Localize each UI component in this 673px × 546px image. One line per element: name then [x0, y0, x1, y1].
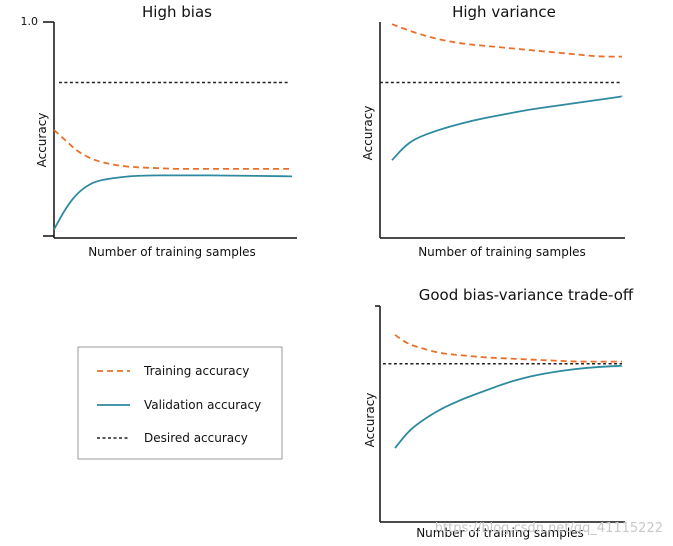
validation-accuracy-line [391, 95, 623, 161]
panel-high-bias: High bias 1.0 Number of training samples… [21, 3, 297, 259]
panel-high-variance: High variance Number of training samples… [361, 3, 625, 259]
chart-title: High variance [452, 3, 556, 21]
chart-title: Good bias-variance trade-off [419, 286, 634, 304]
x-axis-label: Number of training samples [416, 526, 584, 540]
training-accuracy-line [391, 23, 622, 58]
panel-good-tradeoff: Good bias-variance trade-off Number of t… [363, 286, 634, 540]
legend: Training accuracy Validation accuracy De… [77, 346, 283, 460]
series-layer [383, 334, 623, 449]
x-axis-label: Number of training samples [88, 245, 256, 259]
training-accuracy-line [394, 334, 622, 363]
legend-box [77, 346, 283, 460]
chart-title: High bias [142, 3, 212, 21]
legend-label-validation: Validation accuracy [144, 398, 261, 412]
validation-accuracy-line [53, 174, 293, 230]
legend-label-training: Training accuracy [143, 364, 249, 378]
validation-accuracy-line [394, 364, 623, 449]
x-axis-label: Number of training samples [418, 245, 586, 259]
y-axis-label: Accuracy [363, 393, 377, 448]
series-layer [53, 81, 293, 230]
y-tick-label: 1.0 [21, 15, 39, 28]
watermark-text: https://blog.csdn.net/qq_41115222 [435, 521, 663, 536]
training-accuracy-line [53, 129, 292, 170]
y-axis-label: Accuracy [35, 113, 49, 168]
series-layer [380, 23, 623, 161]
y-axis-label: Accuracy [361, 106, 375, 161]
legend-label-desired: Desired accuracy [144, 431, 248, 445]
